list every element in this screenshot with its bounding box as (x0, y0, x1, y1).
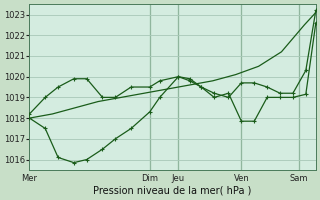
X-axis label: Pression niveau de la mer( hPa ): Pression niveau de la mer( hPa ) (93, 186, 252, 196)
